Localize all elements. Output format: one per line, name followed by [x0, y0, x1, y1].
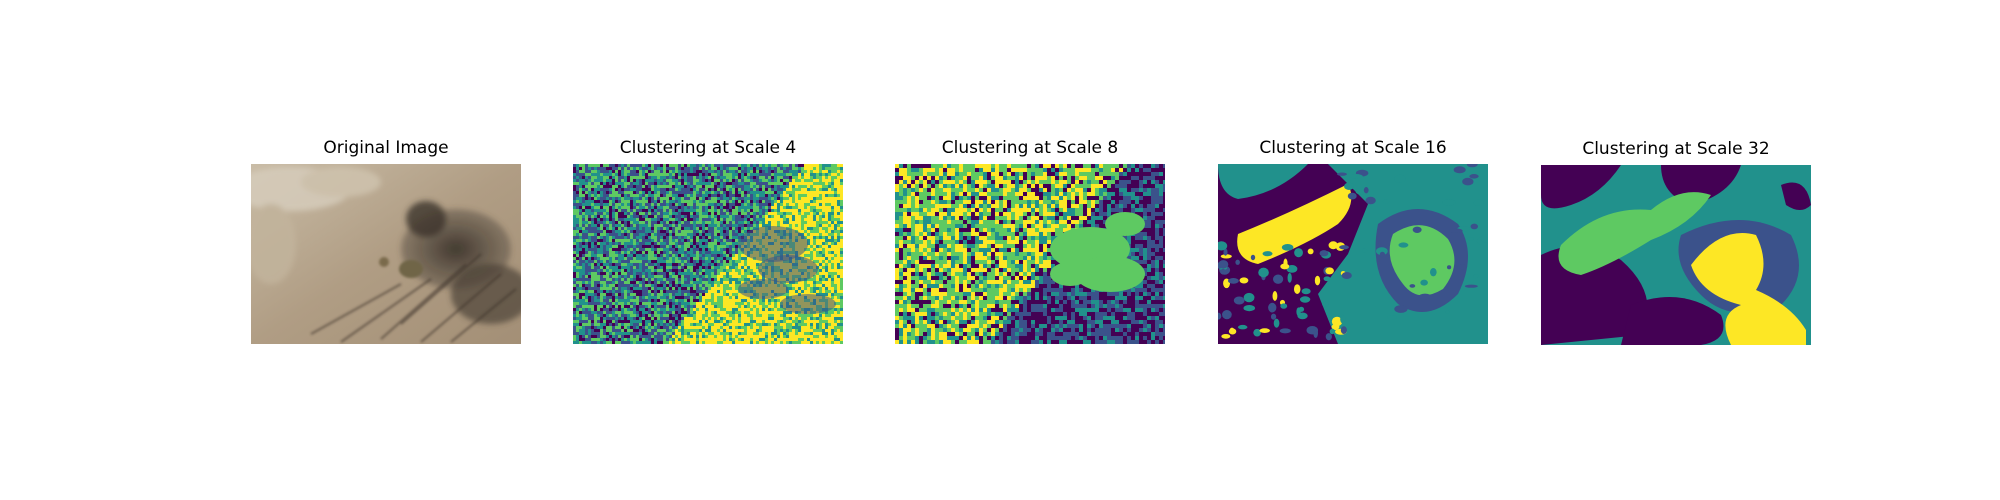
panel-title-scale-32: Clustering at Scale 32	[1582, 139, 1770, 159]
cluster-map-scale-8	[895, 164, 1165, 344]
panel-title-original: Original Image	[323, 138, 449, 158]
cluster-map-scale-4	[573, 164, 843, 344]
cluster-map-scale-32-canvas	[1541, 165, 1811, 345]
cluster-map-scale-16	[1218, 164, 1488, 344]
panel-title-scale-16: Clustering at Scale 16	[1259, 138, 1447, 158]
panel-title-scale-4: Clustering at Scale 4	[619, 138, 797, 158]
cluster-map-scale-8-canvas	[895, 164, 1165, 344]
cluster-map-scale-32	[1541, 165, 1811, 345]
original-image	[251, 164, 521, 344]
cluster-map-scale-16-canvas	[1218, 164, 1488, 344]
cluster-map-scale-4-canvas	[573, 164, 843, 344]
original-image-canvas	[251, 164, 521, 344]
panel-title-scale-8: Clustering at Scale 8	[941, 138, 1119, 158]
